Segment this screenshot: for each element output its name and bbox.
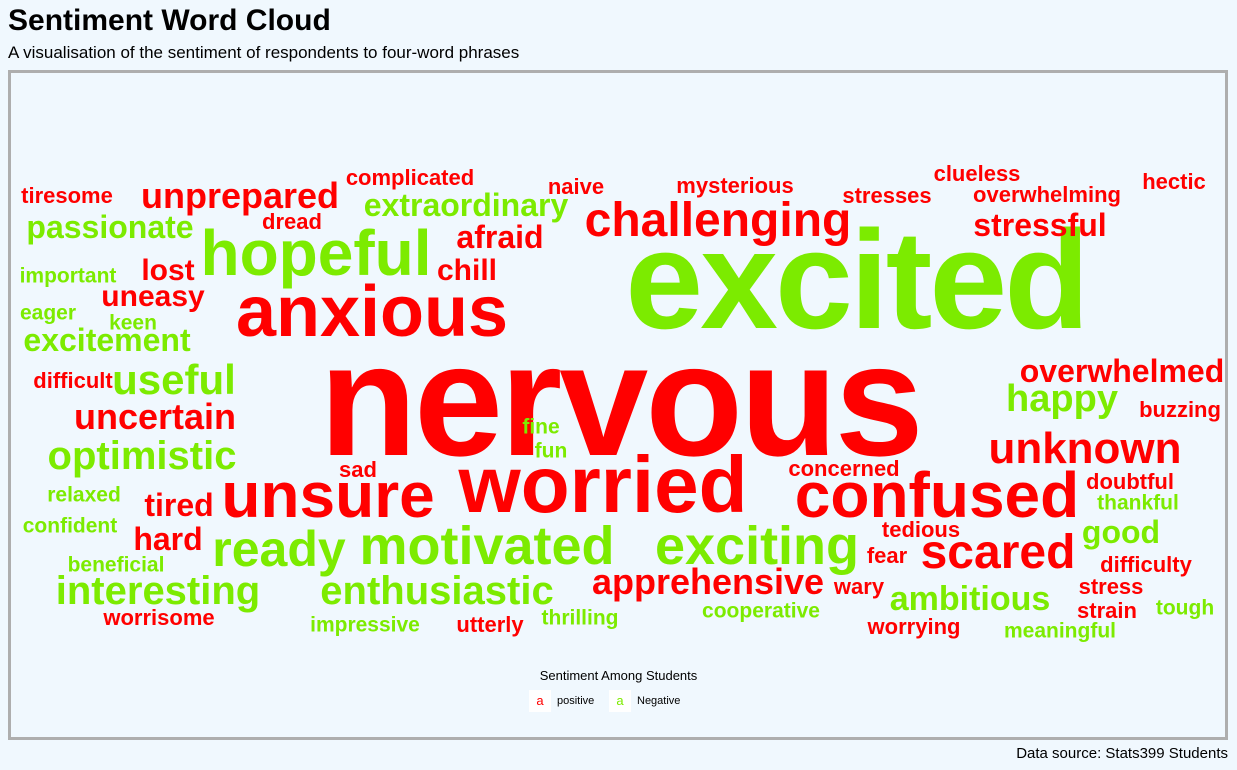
word-worrisome: worrisome [103, 605, 215, 630]
word-hopeful: hopeful [200, 217, 432, 289]
word-worried: worried [458, 440, 748, 529]
word-fine: fine [522, 415, 560, 439]
word-clueless: clueless [933, 161, 1021, 186]
chart-subtitle: A visualisation of the sentiment of resp… [8, 43, 520, 62]
word-hard: hard [133, 521, 203, 557]
word-extraordinary: extraordinary [363, 187, 569, 223]
word-buzzing: buzzing [1139, 397, 1221, 422]
word-meaningful: meaningful [1003, 619, 1117, 643]
word-tiresome: tiresome [21, 183, 113, 208]
word-fear: fear [866, 543, 908, 568]
word-useful: useful [112, 356, 236, 403]
word-apprehensive: apprehensive [591, 561, 825, 602]
word-thankful: thankful [1097, 491, 1179, 515]
word-passionate: passionate [26, 209, 194, 245]
word-thrilling: thrilling [541, 606, 619, 630]
word-confident: confident [22, 514, 118, 538]
word-motivated: motivated [359, 516, 615, 576]
legend-item-negative: a Negative [609, 690, 680, 712]
word-afraid: afraid [456, 219, 544, 255]
word-difficulty: difficulty [1100, 552, 1192, 577]
word-challenging: challenging [584, 194, 852, 247]
word-complicated: complicated [345, 165, 475, 190]
word-optimistic: optimistic [47, 434, 237, 478]
word-nervous: nervous [319, 310, 923, 489]
chart-title: Sentiment Word Cloud [8, 4, 331, 37]
word-chill: chill [436, 254, 498, 287]
word-cooperative: cooperative [702, 599, 820, 623]
word-uncertain: uncertain [73, 396, 237, 437]
word-naive: naive [547, 174, 605, 199]
legend-key-positive: a [529, 690, 551, 712]
word-enthusiastic: enthusiastic [320, 569, 554, 613]
legend-label-negative: Negative [637, 695, 681, 707]
word-happy: happy [1006, 378, 1118, 420]
word-excited: excited [625, 201, 1089, 358]
word-stresses: stresses [842, 183, 932, 208]
word-unknown: unknown [988, 424, 1182, 473]
word-lost: lost [141, 254, 195, 287]
word-confused: confused [794, 459, 1080, 531]
word-overwhelmed: overwhelmed [1019, 353, 1225, 389]
word-dread: dread [262, 209, 322, 234]
data-source-caption: Data source: Stats399 Students [1016, 745, 1228, 762]
word-tedious: tedious [881, 517, 961, 542]
word-concerned: concerned [788, 456, 900, 481]
word-eager: eager [19, 301, 77, 325]
word-difficult: difficult [33, 368, 113, 393]
legend-label-positive: positive [557, 695, 595, 707]
word-stress: stress [1078, 574, 1144, 599]
legend-key-negative: a [609, 690, 631, 712]
word-impressive: impressive [310, 613, 420, 637]
word-ambitious: ambitious [889, 580, 1051, 618]
word-exciting: exciting [654, 516, 860, 576]
word-keen: keen [109, 311, 157, 335]
word-excitement: excitement [23, 322, 191, 358]
word-good: good [1081, 514, 1161, 550]
word-stressful: stressful [973, 207, 1107, 243]
legend-item-positive: a positive [529, 690, 594, 712]
word-wary: wary [833, 574, 885, 599]
word-unsure: unsure [221, 459, 435, 531]
word-relaxed: relaxed [47, 483, 121, 507]
word-scared: scared [920, 526, 1076, 579]
word-beneficial: beneficial [67, 553, 165, 577]
word-unprepared: unprepared [140, 175, 340, 216]
word-sad: sad [339, 457, 377, 482]
word-anxious: anxious [235, 272, 509, 352]
word-uneasy: uneasy [101, 280, 205, 313]
word-utterly: utterly [456, 612, 524, 637]
word-worrying: worrying [867, 614, 961, 639]
word-mysterious: mysterious [676, 173, 794, 198]
word-tough: tough [1155, 596, 1215, 620]
plot-panel [8, 70, 1228, 740]
word-hectic: hectic [1142, 169, 1206, 194]
word-important: important [19, 264, 117, 288]
legend-title: Sentiment Among Students [539, 668, 698, 683]
word-overwhelming: overwhelming [973, 182, 1121, 207]
word-doubtful: doubtful [1086, 469, 1174, 494]
word-strain: strain [1077, 598, 1137, 623]
word-tired: tired [144, 487, 214, 523]
word-interesting: interesting [55, 569, 261, 613]
word-ready: ready [212, 521, 346, 577]
word-fun: fun [534, 439, 568, 463]
